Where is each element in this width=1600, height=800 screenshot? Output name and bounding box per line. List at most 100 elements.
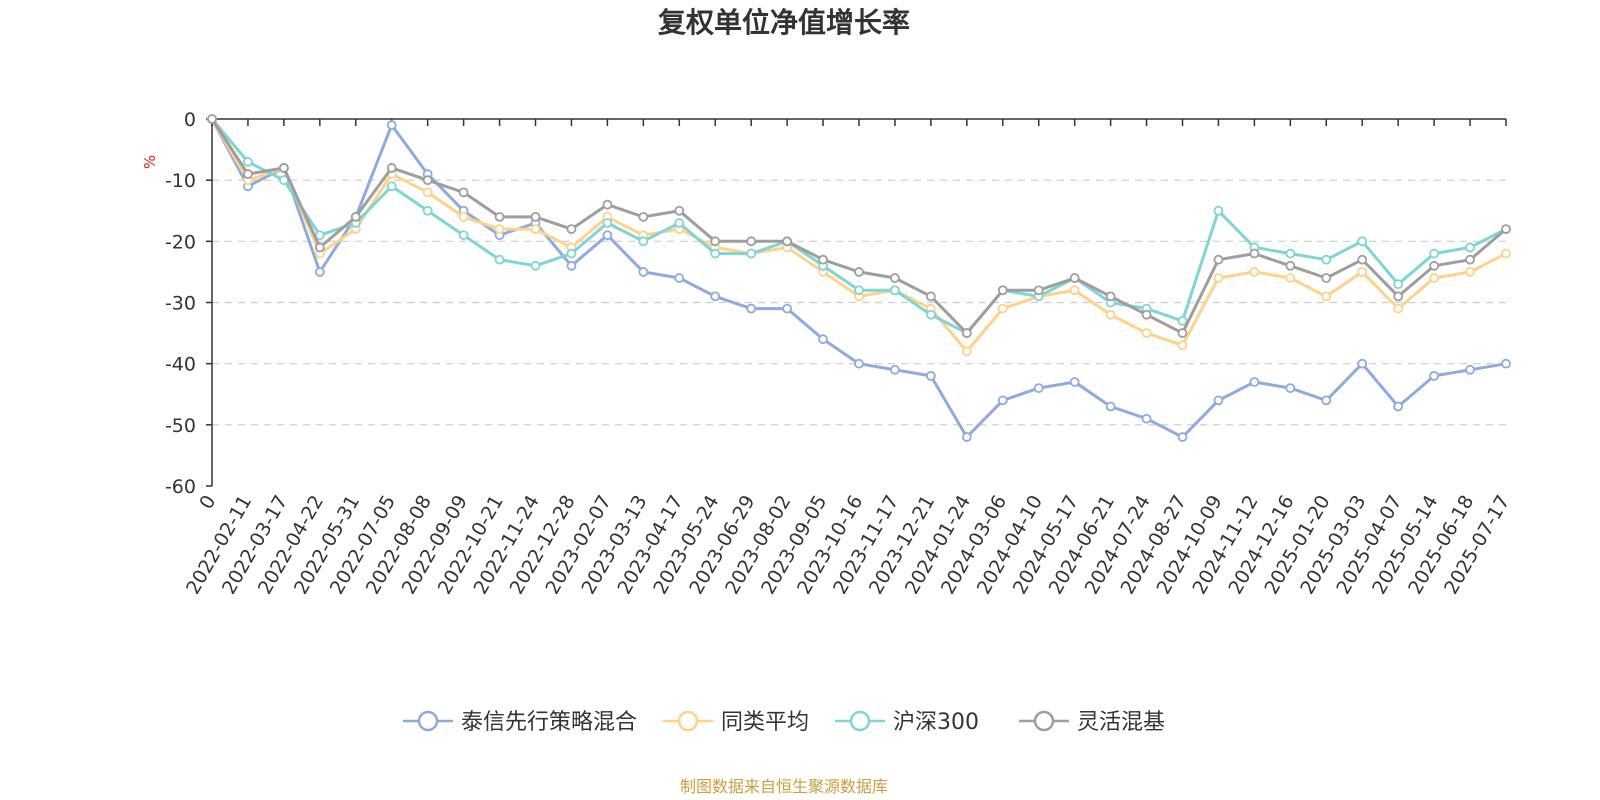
data-point[interactable] [422, 187, 433, 198]
data-point[interactable] [1141, 309, 1152, 320]
data-point[interactable] [422, 175, 433, 186]
data-point[interactable] [1249, 377, 1260, 387]
data-point[interactable] [1249, 248, 1260, 259]
data-point[interactable] [494, 211, 505, 222]
data-point[interactable] [1177, 328, 1188, 338]
data-point[interactable] [1285, 273, 1296, 283]
data-point[interactable] [1069, 285, 1080, 296]
data-point[interactable] [961, 346, 972, 357]
data-point[interactable] [207, 114, 217, 124]
data-point[interactable] [602, 199, 613, 210]
data-point[interactable] [1105, 291, 1116, 302]
data-point[interactable] [1177, 340, 1188, 351]
data-point[interactable] [961, 432, 972, 442]
data-point[interactable] [1393, 279, 1404, 290]
data-point[interactable] [350, 211, 361, 222]
data-point[interactable] [1069, 273, 1080, 283]
legend-item[interactable]: 泰信先行策略混合 [403, 710, 637, 735]
data-point[interactable] [674, 273, 685, 283]
data-point[interactable] [1213, 205, 1224, 216]
data-point[interactable] [782, 236, 793, 247]
data-point[interactable] [638, 267, 649, 277]
data-point[interactable] [1285, 260, 1296, 271]
data-point[interactable] [710, 248, 721, 259]
legend-item[interactable]: 灵活混基 [1019, 710, 1165, 735]
data-point[interactable] [710, 291, 721, 302]
data-point[interactable] [1465, 254, 1475, 265]
data-point[interactable] [1321, 291, 1332, 302]
data-point[interactable] [1285, 383, 1296, 394]
data-point[interactable] [854, 285, 864, 296]
data-point[interactable] [1033, 285, 1044, 296]
data-point[interactable] [1105, 401, 1116, 412]
data-point[interactable] [890, 285, 900, 296]
data-point[interactable] [1429, 248, 1440, 259]
data-point[interactable] [530, 260, 541, 271]
data-point[interactable] [1105, 309, 1116, 320]
data-point[interactable] [746, 303, 757, 314]
data-point[interactable] [710, 236, 721, 247]
data-point[interactable] [566, 224, 577, 235]
data-point[interactable] [782, 303, 793, 314]
legend-item[interactable]: 同类平均 [663, 710, 809, 735]
data-point[interactable] [638, 236, 649, 247]
data-point[interactable] [1069, 377, 1080, 387]
data-point[interactable] [854, 358, 864, 369]
data-point[interactable] [1429, 370, 1440, 381]
data-point[interactable] [422, 205, 433, 216]
data-point[interactable] [1141, 413, 1152, 424]
data-point[interactable] [1501, 358, 1511, 369]
data-point[interactable] [494, 254, 505, 265]
data-point[interactable] [1285, 248, 1296, 259]
data-point[interactable] [746, 236, 757, 247]
data-point[interactable] [890, 364, 900, 375]
data-point[interactable] [243, 169, 253, 179]
data-point[interactable] [1357, 236, 1368, 247]
data-point[interactable] [674, 218, 685, 228]
data-point[interactable] [386, 120, 397, 131]
data-point[interactable] [494, 224, 505, 235]
data-point[interactable] [386, 163, 397, 173]
data-point[interactable] [1177, 315, 1188, 326]
data-point[interactable] [1249, 267, 1260, 277]
data-point[interactable] [1357, 358, 1368, 369]
data-point[interactable] [1501, 224, 1511, 235]
data-point[interactable] [1393, 303, 1404, 314]
data-point[interactable] [818, 334, 828, 345]
data-point[interactable] [1393, 291, 1404, 302]
data-point[interactable] [1321, 273, 1332, 283]
data-point[interactable] [1501, 248, 1511, 259]
data-point[interactable] [854, 267, 864, 277]
data-point[interactable] [1213, 273, 1224, 283]
data-point[interactable] [1321, 254, 1332, 265]
legend[interactable]: 泰信先行策略混合 同类平均 沪深300 灵活混基 [403, 710, 1165, 735]
data-point[interactable] [925, 309, 936, 320]
data-point[interactable] [458, 187, 469, 198]
data-point[interactable] [961, 328, 972, 338]
data-point[interactable] [602, 218, 613, 228]
data-point[interactable] [458, 230, 469, 241]
data-point[interactable] [602, 230, 613, 241]
data-point[interactable] [314, 242, 325, 253]
data-point[interactable] [1465, 242, 1475, 253]
data-point[interactable] [566, 248, 577, 259]
data-point[interactable] [818, 254, 828, 265]
data-point[interactable] [1141, 328, 1152, 338]
legend-item[interactable]: 沪深300 [835, 710, 979, 735]
data-point[interactable] [386, 181, 397, 192]
data-point[interactable] [1321, 395, 1332, 406]
data-point[interactable] [314, 267, 325, 277]
data-point[interactable] [1357, 254, 1368, 265]
data-point[interactable] [1033, 383, 1044, 394]
data-point[interactable] [1393, 401, 1404, 412]
data-point[interactable] [638, 211, 649, 222]
data-point[interactable] [530, 224, 541, 235]
data-point[interactable] [1465, 267, 1475, 277]
data-point[interactable] [997, 303, 1008, 314]
data-point[interactable] [566, 260, 577, 271]
data-point[interactable] [925, 370, 936, 381]
data-point[interactable] [1213, 254, 1224, 265]
data-point[interactable] [278, 163, 289, 173]
data-point[interactable] [1429, 273, 1440, 283]
data-point[interactable] [746, 248, 757, 259]
